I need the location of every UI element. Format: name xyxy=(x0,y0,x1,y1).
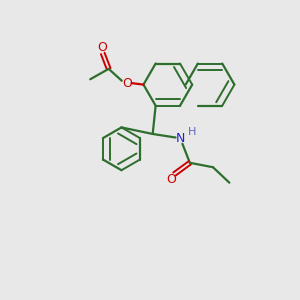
Text: O: O xyxy=(122,76,132,90)
Text: O: O xyxy=(166,173,176,186)
Text: O: O xyxy=(97,41,107,54)
Text: N: N xyxy=(176,132,186,145)
Text: H: H xyxy=(188,127,196,137)
